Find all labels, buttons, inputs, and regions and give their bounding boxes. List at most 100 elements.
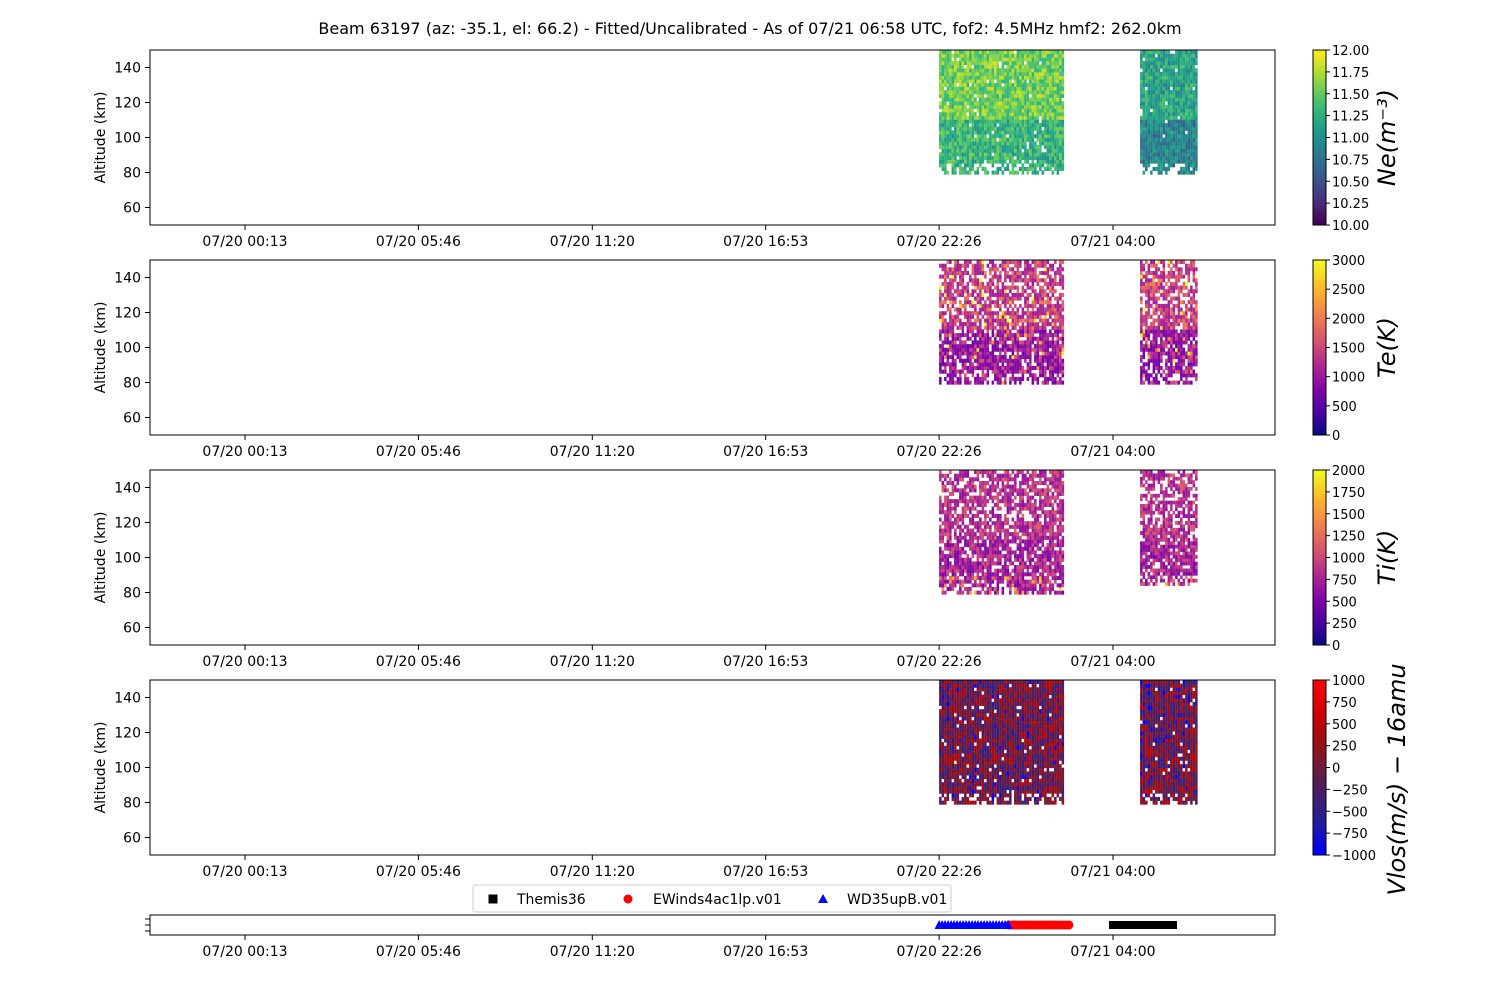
heatmap-cell xyxy=(1001,285,1005,290)
heatmap-cell xyxy=(979,141,982,146)
heatmap-cell xyxy=(981,336,985,341)
colorbar-segment xyxy=(1313,99,1326,103)
heatmap-cell xyxy=(1177,318,1181,323)
heatmap-cell xyxy=(1157,112,1161,117)
heatmap-cell xyxy=(959,119,962,124)
heatmap-cell xyxy=(984,152,987,157)
heatmap-cell xyxy=(1167,380,1171,385)
heatmap-cell xyxy=(1061,61,1065,66)
heatmap-cell xyxy=(1039,75,1042,80)
heatmap-cell xyxy=(949,126,952,131)
heatmap-cell xyxy=(1061,130,1065,135)
heatmap-cell xyxy=(974,137,977,142)
heatmap-cell xyxy=(1177,358,1181,363)
heatmap-cell xyxy=(941,61,945,66)
heatmap-cell xyxy=(949,376,952,381)
heatmap-cell xyxy=(969,79,972,84)
heatmap-cell xyxy=(944,318,947,323)
heatmap-cell xyxy=(974,499,977,504)
heatmap-cell xyxy=(989,568,992,573)
heatmap-cell xyxy=(1192,296,1196,301)
heatmap-cell xyxy=(1016,355,1020,360)
heatmap-cell xyxy=(1004,380,1007,385)
heatmap-cell xyxy=(1157,152,1161,157)
heatmap-cell xyxy=(951,61,955,66)
heatmap-cell xyxy=(991,101,995,106)
heatmap-cell xyxy=(1157,130,1161,135)
heatmap-cell xyxy=(994,358,997,363)
heatmap-cell xyxy=(1054,134,1057,139)
heatmap-cell xyxy=(986,329,990,334)
heatmap-cell xyxy=(1177,90,1181,95)
heatmap-cell xyxy=(1046,68,1050,73)
heatmap-cell xyxy=(1031,322,1035,327)
heatmap-cell xyxy=(1185,126,1188,131)
heatmap-cell xyxy=(1059,325,1062,330)
heatmap-cell xyxy=(1036,340,1040,345)
heatmap-cell xyxy=(1014,159,1017,164)
heatmap-cell xyxy=(1026,292,1030,297)
heatmap-cell xyxy=(939,376,942,381)
heatmap-cell xyxy=(1041,112,1045,117)
heatmap-cell xyxy=(1044,134,1047,139)
heatmap-cell xyxy=(1160,311,1163,316)
heatmap-cell xyxy=(949,322,952,327)
heatmap-cell xyxy=(946,329,950,334)
heatmap-cell xyxy=(1150,61,1153,66)
heatmap-cell xyxy=(1041,325,1045,330)
heatmap-cell xyxy=(984,119,987,124)
heatmap-cell xyxy=(1034,325,1037,330)
heatmap-cell xyxy=(1192,300,1196,305)
heatmap-cell xyxy=(1049,57,1052,62)
heatmap-cell xyxy=(961,535,965,540)
heatmap-cell xyxy=(1167,112,1171,117)
colorbar-segment xyxy=(1313,423,1326,427)
heatmap-cell xyxy=(1175,119,1178,124)
heatmap-cell xyxy=(1056,163,1060,168)
heatmap-cell xyxy=(979,491,982,496)
heatmap-cell xyxy=(1046,351,1050,356)
heatmap-cell xyxy=(946,82,950,87)
heatmap-cell xyxy=(1185,134,1188,139)
heatmap-cell xyxy=(941,159,945,164)
heatmap-cell xyxy=(949,311,952,316)
heatmap-cell xyxy=(949,101,952,106)
heatmap-cell xyxy=(1185,355,1188,360)
heatmap-cell xyxy=(1004,50,1007,55)
heatmap-cell xyxy=(944,554,947,559)
heatmap-cell xyxy=(1051,90,1055,95)
heatmap-cell xyxy=(994,159,997,164)
heatmap-cell xyxy=(1140,289,1143,294)
heatmap-cell xyxy=(1056,366,1060,371)
heatmap-cell xyxy=(986,358,990,363)
heatmap-cell xyxy=(989,565,992,570)
heatmap-cell xyxy=(976,565,980,570)
heatmap-cell xyxy=(1160,101,1163,106)
heatmap-cell xyxy=(981,499,985,504)
heatmap-cell xyxy=(1019,145,1022,150)
heatmap-cell xyxy=(941,506,945,511)
heatmap-cell xyxy=(1190,303,1193,308)
heatmap-cell xyxy=(1049,130,1052,135)
heatmap-cell xyxy=(991,104,995,109)
heatmap-cell xyxy=(986,296,990,301)
heatmap-cell xyxy=(996,554,1000,559)
heatmap-cell xyxy=(1031,82,1035,87)
heatmap-cell xyxy=(959,376,962,381)
heatmap-cell xyxy=(1059,148,1062,153)
heatmap-cell xyxy=(1140,71,1143,76)
heatmap-cell xyxy=(1056,362,1060,367)
heatmap-cell xyxy=(1190,263,1193,268)
heatmap-cell xyxy=(1170,344,1173,349)
heatmap-cell xyxy=(1152,281,1156,286)
heatmap-cell xyxy=(1190,123,1193,128)
heatmap-cell xyxy=(1044,322,1047,327)
heatmap-cell xyxy=(994,502,997,507)
heatmap-cell xyxy=(1167,101,1171,106)
heatmap-cell xyxy=(1029,108,1032,113)
heatmap-cell xyxy=(1182,156,1186,161)
heatmap-cell xyxy=(989,557,992,562)
heatmap-cell xyxy=(979,344,982,349)
heatmap-cell xyxy=(961,495,965,500)
heatmap-cell xyxy=(971,322,975,327)
